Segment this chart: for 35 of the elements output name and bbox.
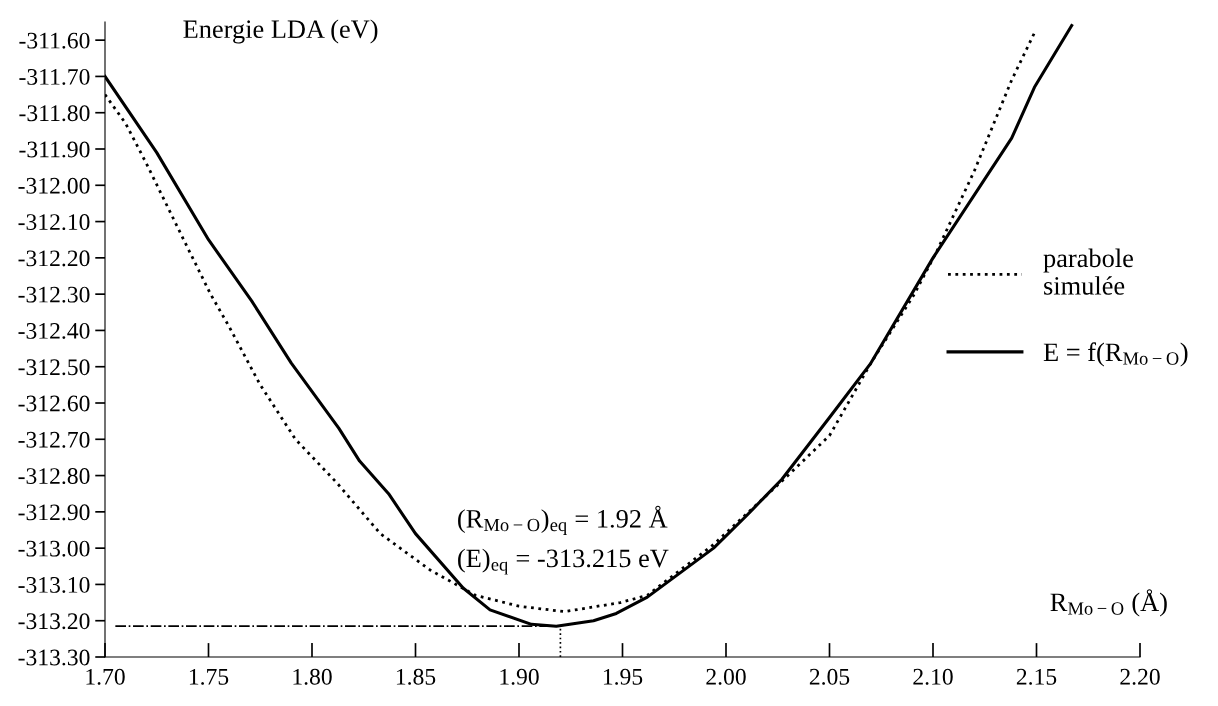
y-tick-label: -313.10	[18, 576, 90, 593]
y-tick-label: -312.50	[18, 359, 90, 376]
x-tick-label: 2.20	[1120, 668, 1160, 685]
x-tick-label: 1.75	[189, 668, 229, 685]
x-tick-label: 1.80	[293, 668, 332, 685]
y-tick-label: -312.20	[18, 250, 90, 267]
y-tick-label: -313.20	[18, 613, 90, 630]
y-tick-label: -313.30	[18, 649, 90, 666]
y-tick-label: -312.10	[18, 214, 90, 231]
x-tick-label: 1.90	[500, 668, 539, 685]
y-tick-label: -312.90	[18, 504, 90, 521]
legend-label: parabole simulée	[1043, 248, 1133, 295]
y-tick-label: -313.00	[18, 540, 90, 557]
x-tick-label: 1.95	[603, 668, 643, 685]
y-tick-label: -312.30	[18, 286, 90, 303]
legend-label: E = f(R$_{Mo−O}$)	[1043, 342, 1188, 367]
x-tick-label: 2.05	[809, 668, 850, 685]
x-tick-label: 2.10	[913, 668, 953, 685]
y-axis-title: Energie LDA (eV)	[183, 19, 378, 44]
y-tick-label: -311.70	[19, 68, 90, 85]
annotation: (E)$_{eq}$ = -313.215 eV	[458, 548, 669, 575]
y-tick-label: -312.00	[18, 177, 90, 194]
y-tick-label: -312.40	[18, 322, 90, 339]
annotation: (R$_{Mo−O}$)$_{eq}$ = 1.92 Å	[458, 505, 668, 536]
y-tick-label: -312.80	[18, 468, 90, 485]
y-tick-label: -311.90	[19, 141, 90, 158]
y-tick-label: -312.60	[18, 395, 90, 412]
x-tick-label: 1.85	[396, 668, 436, 685]
x-tick-label: 1.70	[86, 668, 125, 685]
y-tick-label: -311.60	[19, 32, 90, 49]
x-tick-label: 2.00	[706, 668, 746, 685]
y-tick-label: -311.80	[19, 105, 90, 122]
x-axis-title: R$_{Mo−O}$ (Å)	[1050, 589, 1167, 617]
y-tick-label: -312.70	[18, 431, 90, 448]
x-tick-label: 2.15	[1016, 668, 1057, 685]
